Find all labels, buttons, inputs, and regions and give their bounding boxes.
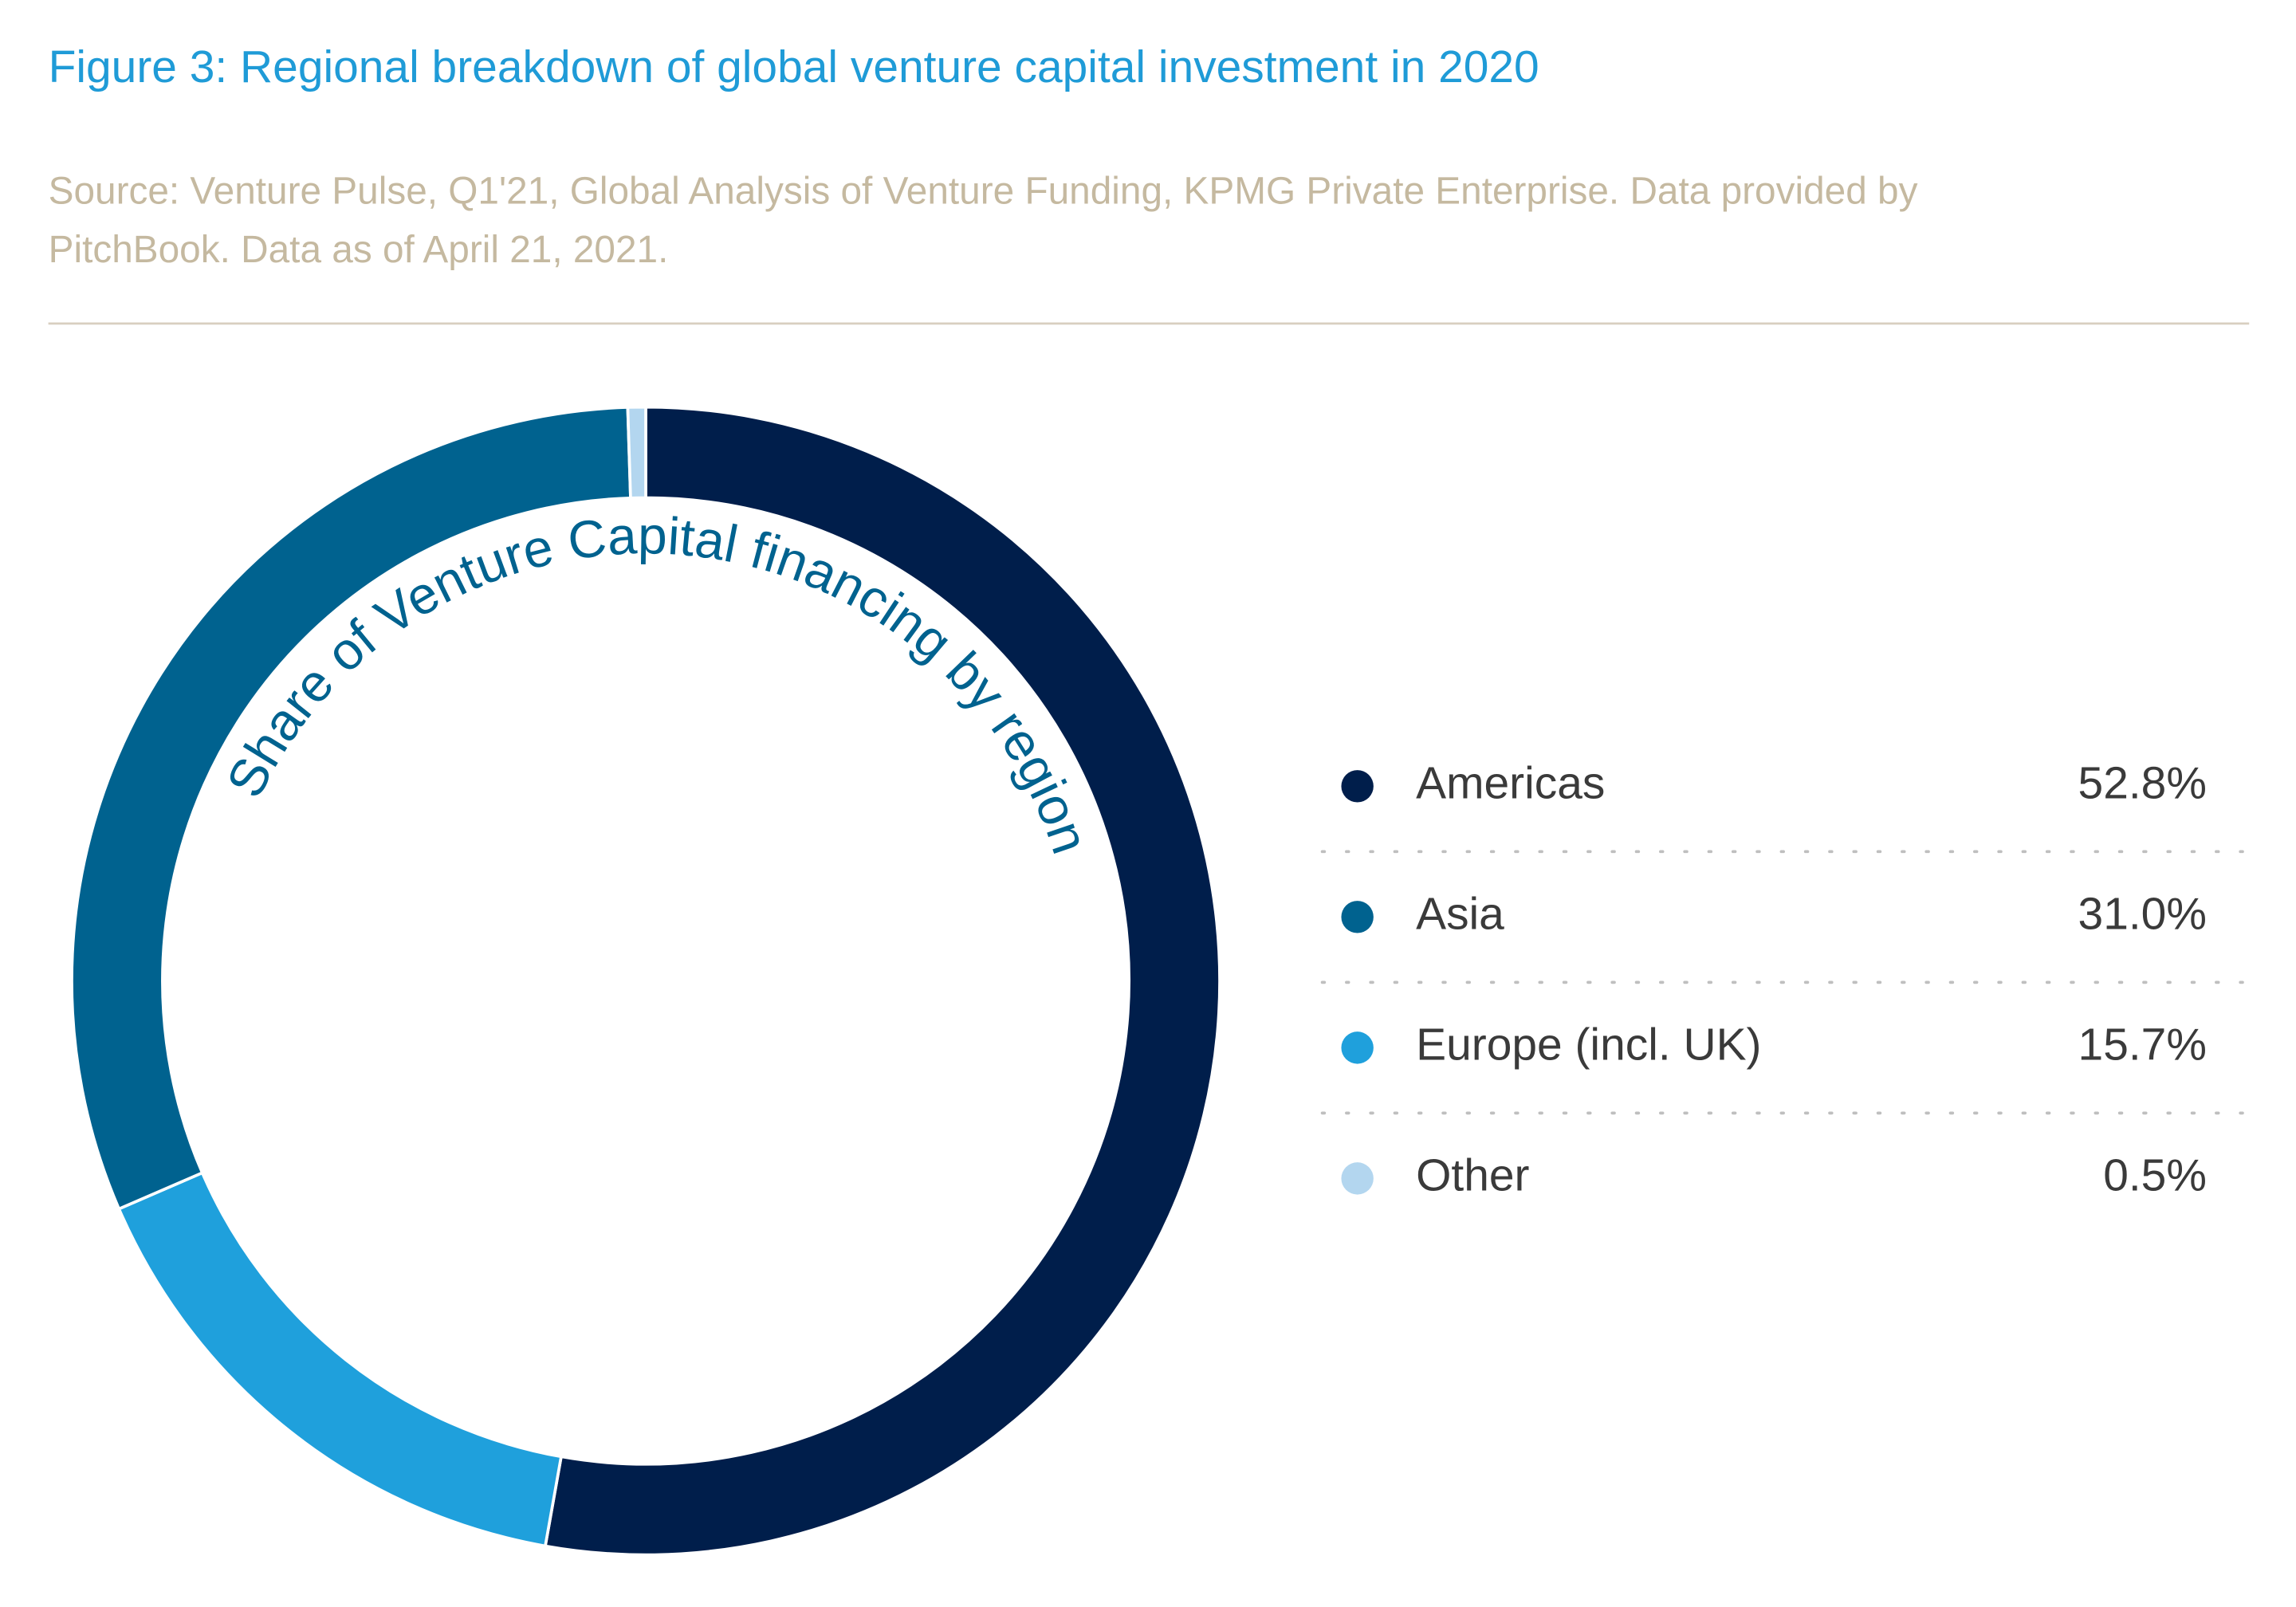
- chart-title: Figure 3: Regional breakdown of global v…: [49, 41, 1539, 92]
- legend-swatch: [1341, 770, 1374, 803]
- legend-label: Asia: [1416, 888, 1504, 939]
- legend-value: 31.0%: [2078, 888, 2207, 939]
- source-line: PitchBook. Data as of April 21, 2021.: [49, 229, 669, 271]
- donut-slice: [116, 1170, 564, 1548]
- legend-swatch: [1341, 1162, 1374, 1195]
- donut-slice: [626, 405, 647, 500]
- legend-swatch: [1341, 1031, 1374, 1064]
- legend-value: 0.5%: [2103, 1149, 2207, 1200]
- legend-value: 15.7%: [2078, 1019, 2207, 1070]
- legend-label: Americas: [1416, 757, 1605, 808]
- donut-slice: [543, 405, 1221, 1557]
- legend-swatch: [1341, 901, 1374, 933]
- legend-label: Europe (incl. UK): [1416, 1019, 1761, 1070]
- donut-slice: [70, 406, 632, 1211]
- legend-value: 52.8%: [2078, 757, 2207, 808]
- source-line: Source: Venture Pulse, Q1'21, Global Ana…: [49, 170, 1918, 212]
- legend-label: Other: [1416, 1149, 1529, 1200]
